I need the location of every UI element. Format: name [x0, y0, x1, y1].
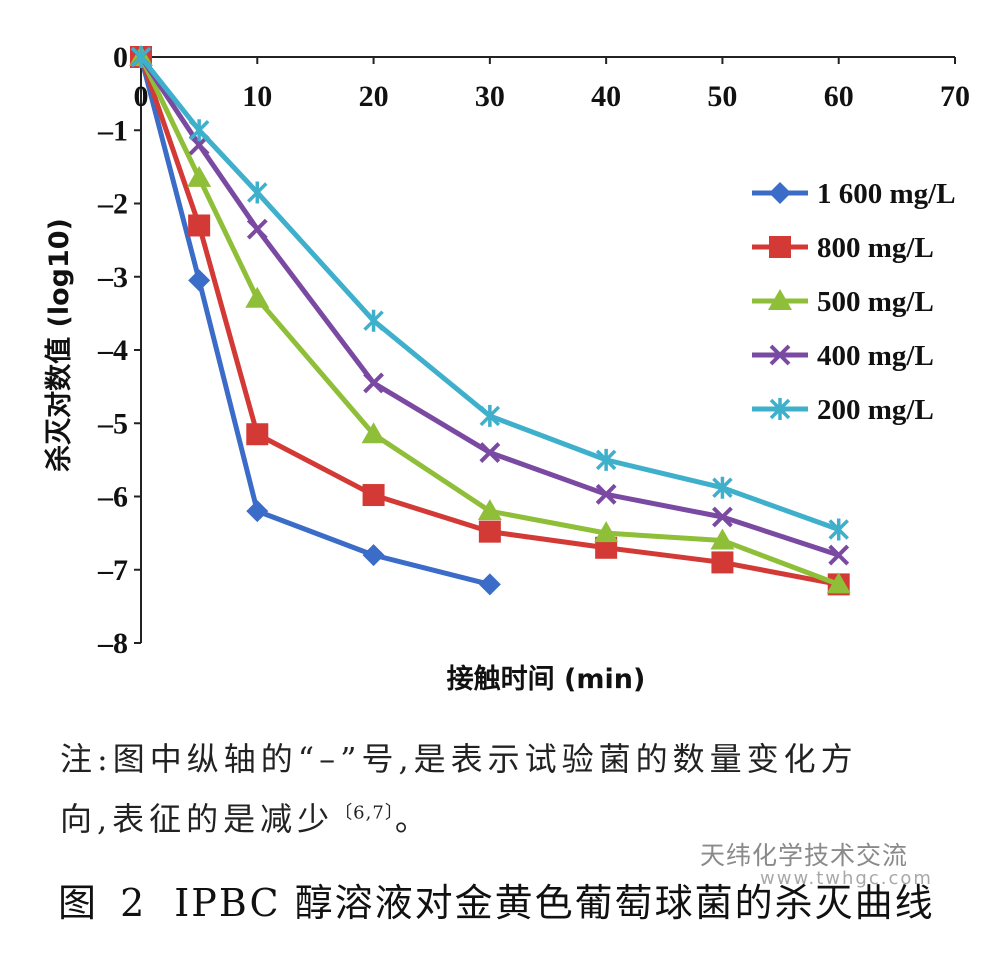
data-point [769, 344, 791, 366]
y-tick-label: –5 [97, 407, 128, 440]
figure-caption: 图 2 IPBC 醇溶液对金黄色葡萄球菌的杀灭曲线 [58, 872, 935, 927]
data-point [769, 182, 791, 204]
x-axis-title: 接触时间 (min) [447, 664, 646, 695]
data-point [595, 448, 617, 471]
note-line-2: 向,表征的是减少〔6,7〕。 [60, 800, 980, 838]
y-tick-label: 0 [113, 41, 128, 74]
note-reference: 〔6,7〕 [334, 802, 395, 824]
data-point [768, 289, 792, 310]
data-point [478, 520, 501, 543]
legend-label: 1 600 mg/L [817, 178, 956, 210]
data-point [245, 286, 270, 308]
y-tick-label: –8 [97, 627, 128, 660]
data-point [188, 269, 211, 292]
data-point [712, 506, 733, 528]
series-line [138, 56, 840, 587]
legend-label: 800 mg/L [817, 232, 934, 264]
data-point [828, 544, 850, 566]
y-tick-label: –3 [97, 261, 128, 294]
data-point [478, 573, 501, 596]
data-point [479, 442, 501, 463]
legend-item: 500 mg/L [752, 286, 934, 318]
data-point [711, 551, 734, 574]
data-point [828, 518, 849, 541]
note-line-1: 注:图中纵轴的“–”号,是表示试验菌的数量变化方 [60, 740, 858, 778]
legend-label: 500 mg/L [817, 286, 934, 318]
data-point [595, 483, 617, 505]
data-point [710, 528, 735, 550]
y-tick-label: –7 [97, 554, 128, 587]
y-tick-label: –1 [97, 114, 128, 147]
watermark-url: www.twhgc.com [760, 868, 933, 889]
tick-labels: 0 10 20 30 40 50 60 700–1–2–3–4–5–6–7–8 [97, 41, 970, 660]
x-tick-label: 10 [242, 80, 272, 113]
data-point [130, 46, 152, 68]
legend-label: 200 mg/L [817, 394, 934, 426]
x-tick-label: 40 [591, 80, 621, 113]
x-tick-label: 50 [707, 80, 737, 113]
data-point [361, 422, 386, 444]
data-point [187, 165, 212, 187]
y-tick-label: –4 [97, 334, 128, 367]
data-point [362, 544, 385, 567]
note-line-2-text: 向,表征的是减少 [60, 800, 335, 838]
x-tick-label: 30 [475, 80, 505, 113]
data-point [769, 398, 791, 420]
data-point [246, 500, 269, 523]
data-point [363, 372, 384, 394]
series-line [138, 55, 840, 587]
series-200-mg-L [130, 46, 849, 541]
series-500-mg-L [129, 45, 851, 594]
legend-label: 400 mg/L [817, 340, 934, 372]
x-tick-label: 20 [359, 80, 389, 113]
data-point [247, 181, 268, 204]
data-point [477, 499, 502, 521]
legend-item: 800 mg/L [752, 232, 934, 264]
watermark-text: 天纬化学技术交流 [700, 841, 909, 870]
data-point [769, 236, 791, 258]
series-layer [129, 45, 851, 596]
figure-number: 图 2 [58, 881, 151, 925]
data-point [246, 218, 268, 240]
data-point [594, 521, 619, 543]
legend-item: 400 mg/L [752, 340, 934, 372]
data-point [188, 119, 210, 142]
x-tick-label: 0 [134, 80, 149, 113]
y-axis-title: 杀灭对数值 (log10) [43, 218, 75, 472]
legend: 1 600 mg/L 800 mg/L 500 mg/L 400 mg/L 200 mg… [752, 178, 956, 426]
data-point [246, 423, 269, 446]
data-point [712, 476, 733, 499]
data-point [188, 214, 211, 237]
series-1-600-mg-L [130, 46, 501, 596]
legend-item: 1 600 mg/L [752, 178, 956, 210]
data-point [479, 404, 501, 427]
data-point [362, 484, 385, 507]
series-400-mg-L [130, 46, 850, 566]
note-line-2-end: 。 [394, 800, 432, 838]
x-tick-label: 70 [940, 80, 970, 113]
figure-title: IPBC 醇溶液对金黄色葡萄球菌的杀灭曲线 [174, 881, 935, 925]
data-point [363, 309, 384, 332]
x-tick-label: 60 [824, 80, 854, 113]
data-point [826, 572, 851, 594]
series-line [139, 55, 840, 532]
y-tick-label: –2 [97, 188, 128, 221]
legend-item: 200 mg/L [752, 394, 934, 426]
y-tick-label: –6 [97, 481, 128, 514]
series-line [138, 55, 840, 558]
axes [134, 56, 956, 644]
kill-curve-chart: 0 10 20 30 40 50 60 700–1–2–3–4–5–6–7–8 1 600 m… [43, 41, 970, 695]
data-point [595, 536, 618, 559]
